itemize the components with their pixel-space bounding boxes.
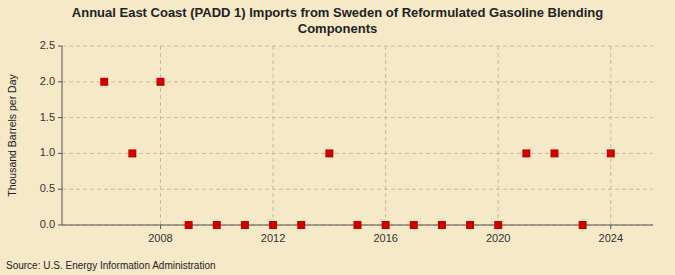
x-grid-line <box>273 46 274 225</box>
x-grid-line <box>610 46 611 225</box>
point <box>325 149 333 157</box>
x-tick-label: 2020 <box>486 232 510 244</box>
point <box>269 221 277 229</box>
x-tick <box>160 225 161 229</box>
point <box>551 149 559 157</box>
source-note: Source: U.S. Energy Information Administ… <box>6 260 216 271</box>
y-tick-label: 0.0 <box>40 218 55 230</box>
chart-container: 0.0 0.5 1.0 1.5 2.0 2.5 2008 2012 2016 2020 2024 An… <box>0 0 675 275</box>
point <box>410 221 418 229</box>
ticks: 0.0 0.5 1.0 1.5 2.0 2.5 2008 2012 2016 2020 2024 <box>40 39 623 244</box>
point <box>579 221 587 229</box>
point <box>157 78 165 86</box>
grid <box>62 46 653 225</box>
y-tick <box>58 153 62 154</box>
y-tick-label: 1.5 <box>40 111 55 123</box>
y-grid-line <box>62 81 653 82</box>
chart-svg: 0.0 0.5 1.0 1.5 2.0 2.5 2008 2012 2016 2020 2024 An… <box>0 0 675 275</box>
y-axis-label: Thousand Barrels per Day <box>6 73 18 196</box>
point <box>185 221 193 229</box>
y-tick-label: 2.0 <box>40 75 55 87</box>
x-tick-label: 2012 <box>261 232 285 244</box>
point <box>494 221 502 229</box>
point <box>522 149 530 157</box>
point <box>100 78 108 86</box>
y-tick-label: 0.5 <box>40 182 55 194</box>
y-tick <box>58 81 62 82</box>
y-tick <box>58 46 62 47</box>
points <box>100 78 615 229</box>
title: Annual East Coast (PADD 1) Imports from … <box>72 5 603 36</box>
x-tick-label: 2024 <box>599 232 623 244</box>
point <box>128 149 136 157</box>
x-grid-line <box>498 46 499 225</box>
y-tick <box>58 225 62 226</box>
point <box>354 221 362 229</box>
y-grid-line <box>62 153 653 154</box>
y-tick <box>58 117 62 118</box>
point <box>438 221 446 229</box>
point <box>241 221 249 229</box>
point <box>466 221 474 229</box>
point <box>382 221 390 229</box>
y-tick-label: 1.0 <box>40 146 55 158</box>
x-tick-label: 2008 <box>148 232 172 244</box>
point <box>297 221 305 229</box>
point <box>213 221 221 229</box>
y-grid-line <box>62 189 653 190</box>
y-axis-line <box>62 46 63 225</box>
point <box>607 149 615 157</box>
x-tick-label: 2016 <box>373 232 397 244</box>
x-grid-line <box>385 46 386 225</box>
y-grid-line <box>62 117 653 118</box>
x-tick <box>610 225 611 229</box>
y-tick-label: 2.5 <box>40 39 55 51</box>
x-grid-line <box>160 46 161 225</box>
y-tick <box>58 189 62 190</box>
y-grid-line <box>62 46 653 47</box>
